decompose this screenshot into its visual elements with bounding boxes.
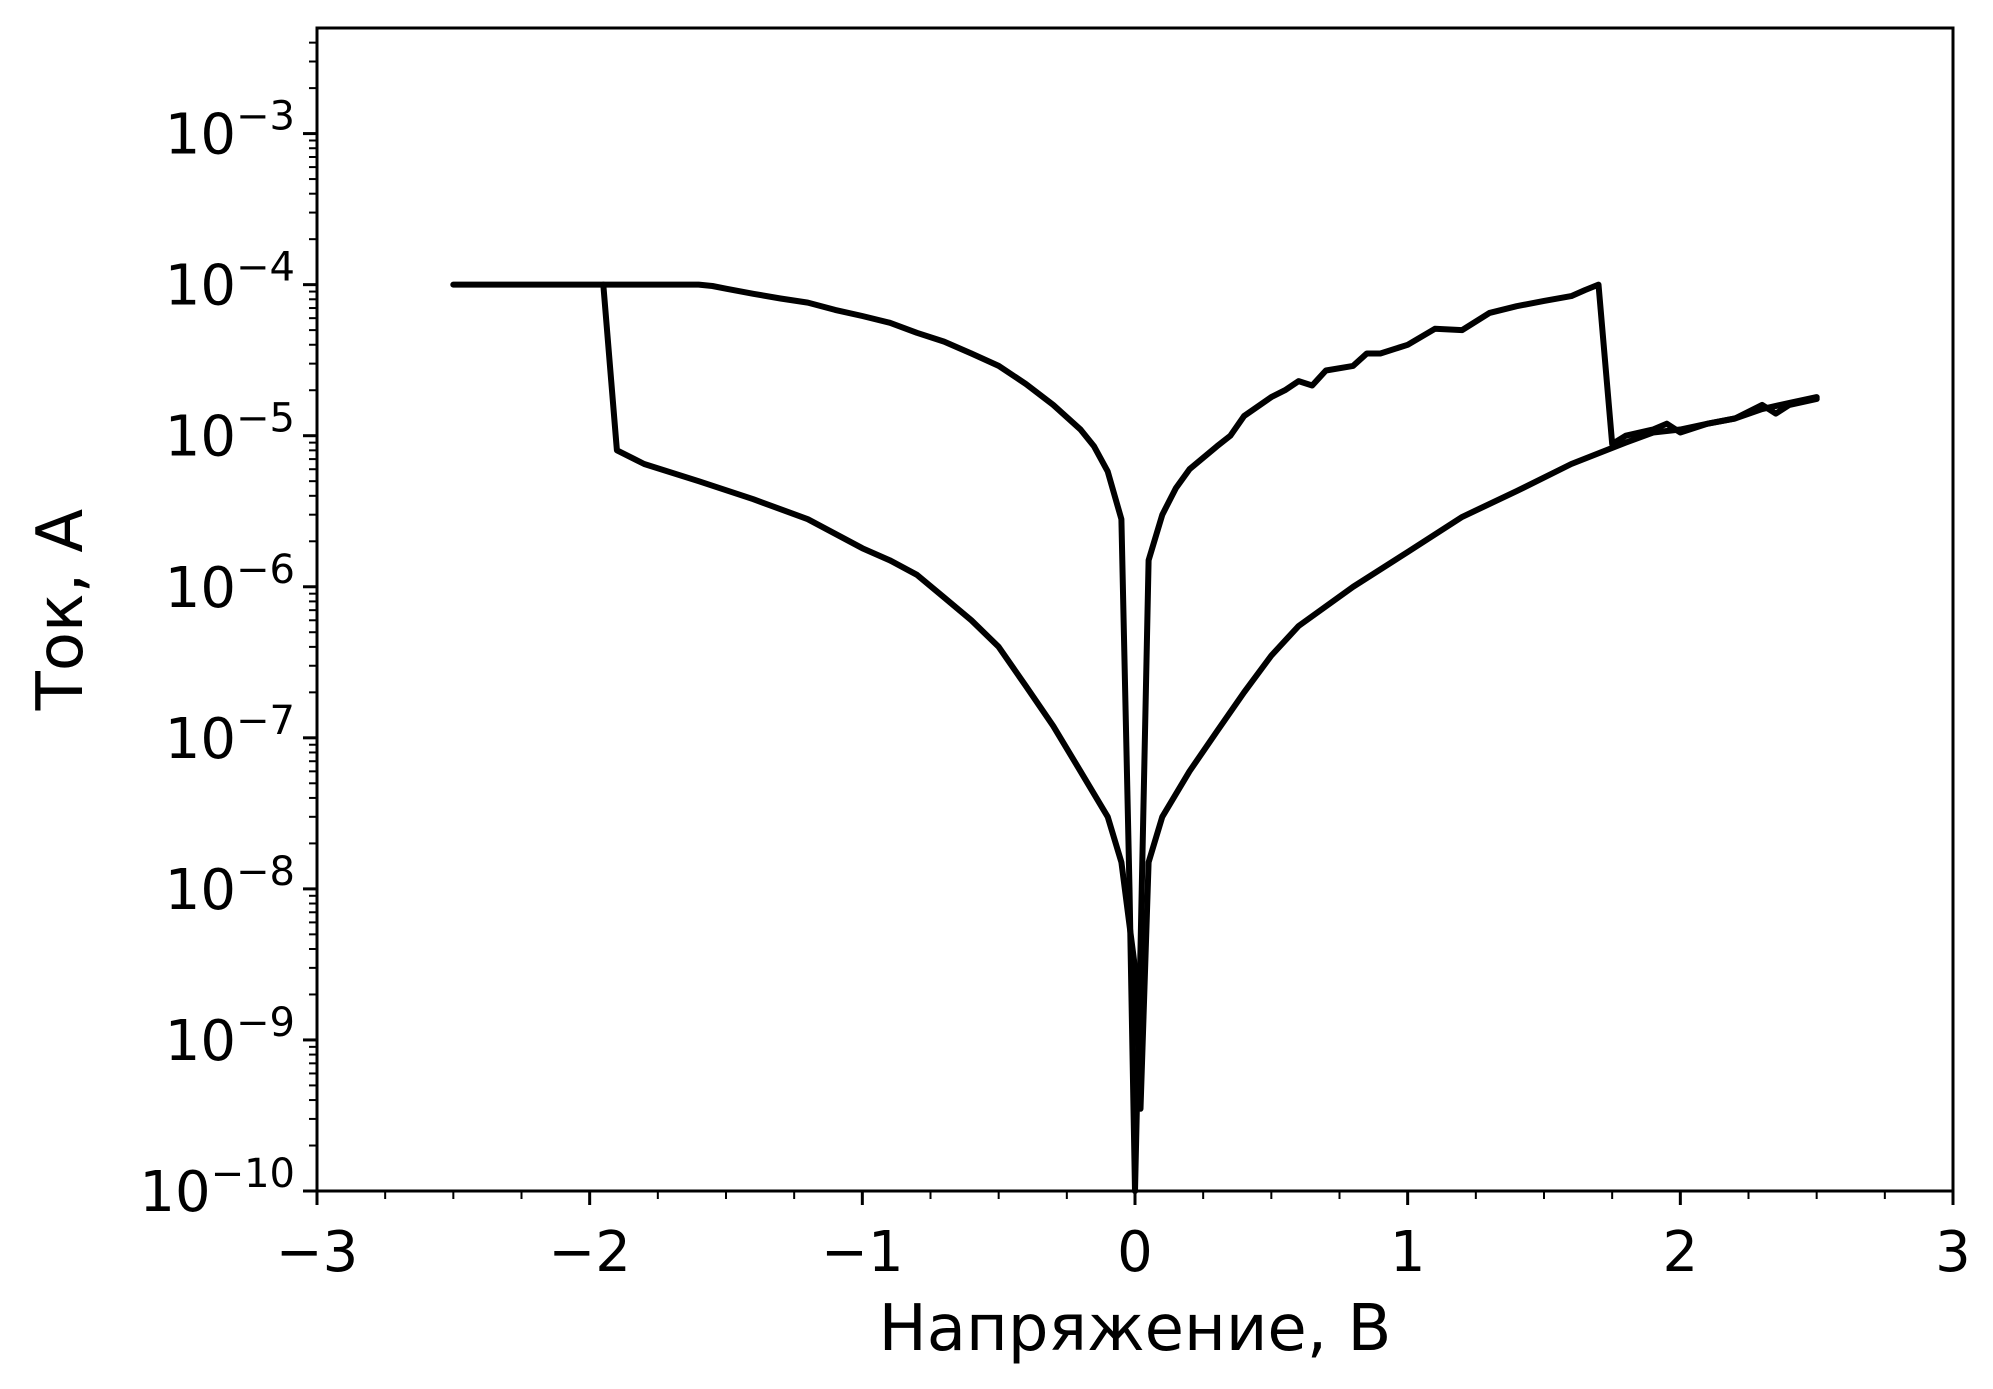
data-series — [450, 281, 1820, 1194]
x-tick-label: 1 — [1390, 1220, 1426, 1285]
y-axis-title: Ток, А — [24, 509, 98, 712]
major-ticks — [303, 132, 1955, 1205]
series-line-3 — [1132, 394, 1820, 1112]
tick-labels: −3 −2 −1 0 1 2 3 10−10 10−9 10−8 10−7 10−6 10−5 10−4 1… — [139, 94, 1971, 1285]
y-tick-label: 10−8 — [165, 849, 295, 923]
x-tick-label: 0 — [1117, 1220, 1153, 1285]
y-tick-label: 10−3 — [165, 94, 295, 168]
x-tick-label: −1 — [821, 1220, 904, 1285]
y-tick-label: 10−7 — [165, 698, 295, 772]
series-line-4 — [600, 281, 1138, 971]
x-tick-label: 3 — [1935, 1220, 1971, 1285]
series-line-1 — [450, 281, 1138, 1194]
x-tick-label: −3 — [276, 1220, 359, 1285]
y-tick-label: 10−9 — [165, 1000, 295, 1074]
y-tick-label: 10−5 — [165, 396, 295, 470]
x-tick-label: −2 — [548, 1220, 631, 1285]
x-axis-title: Напряжение, В — [879, 1292, 1392, 1366]
x-tick-label: 2 — [1663, 1220, 1699, 1285]
y-tick-label: 10−10 — [139, 1151, 295, 1225]
plot-area-frame — [315, 26, 1955, 1193]
y-tick-label: 10−4 — [165, 245, 295, 319]
y-tick-label: 10−6 — [165, 547, 295, 621]
